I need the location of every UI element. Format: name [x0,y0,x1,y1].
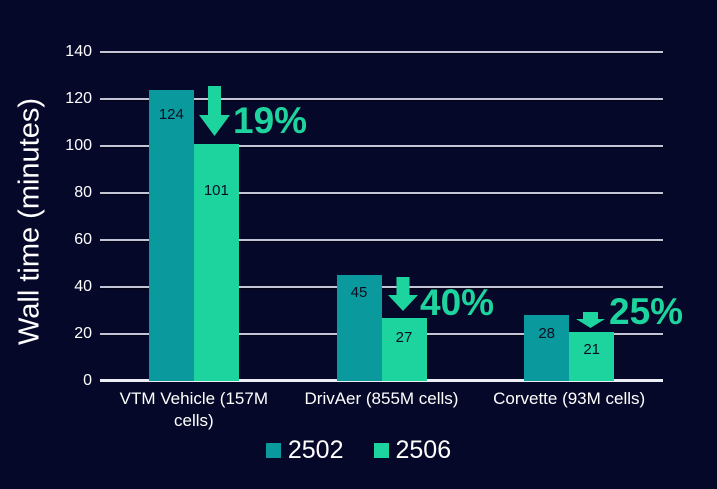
bar-2502-cat2: 28 [524,315,570,381]
legend-swatch-icon [373,443,389,458]
gridline [100,192,663,194]
legend-label: 2502 [287,436,344,464]
y-tick-label: 80 [74,184,92,201]
y-tick-label: 0 [83,372,92,389]
reduction-percent-label: 40% [420,282,495,323]
bar-value-label: 45 [350,284,368,302]
reduction-percent-label: 19% [233,100,308,141]
y-tick-label: 40 [74,278,92,295]
y-tick-label: 120 [65,90,92,107]
gridline [100,239,663,241]
bar-value-label: 27 [395,328,413,346]
y-tick-label: 140 [65,43,92,60]
legend-item-2502: 2502 [265,436,344,465]
gridline [100,51,663,53]
down-arrow-icon [576,312,605,328]
gridline [100,145,663,147]
gridline [100,286,663,288]
bar-2502-cat0: 124 [148,89,194,381]
x-category-label: VTM Vehicle (157M cells) [119,389,268,431]
plot-area: 124 45 28 101 27 21 [100,51,663,382]
y-tick-label: 20 [74,325,92,342]
y-axis-title: Wall time (minutes) [13,97,46,346]
gridline [100,98,663,100]
bar-value-label: 28 [538,325,555,343]
legend-label: 2506 [395,436,452,464]
reduction-percent-label: 25% [609,291,684,332]
bar-2506-cat0: 101 [193,143,239,381]
x-category-label: Corvette (93M cells) [493,389,646,408]
down-arrow-icon [199,86,230,136]
y-tick-label: 60 [74,231,92,248]
legend-swatch-icon [265,443,281,458]
bar-value-label: 124 [158,105,184,123]
bar-2506-cat2: 21 [569,331,615,381]
bar-value-label: 21 [583,340,600,358]
bar-2506-cat1: 27 [381,317,427,381]
x-category-label: DrivAer (855M cells) [304,389,459,408]
bar-value-label: 101 [203,181,229,199]
y-tick-label: 100 [65,137,92,154]
down-arrow-icon [388,277,418,311]
legend: 2502 2506 [0,436,717,465]
legend-item-2506: 2506 [373,436,452,465]
bar-2502-cat1: 45 [336,275,382,381]
